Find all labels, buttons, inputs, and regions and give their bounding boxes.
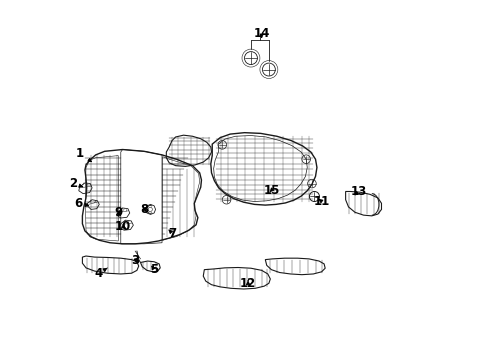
Text: 6: 6: [74, 197, 88, 210]
Text: 11: 11: [313, 195, 329, 208]
Text: 8: 8: [141, 203, 149, 216]
Text: 4: 4: [94, 267, 107, 280]
Text: 3: 3: [131, 254, 139, 267]
Text: 7: 7: [168, 226, 176, 239]
Text: 10: 10: [115, 220, 131, 233]
Text: 5: 5: [150, 263, 158, 276]
Text: 14: 14: [253, 27, 269, 40]
Text: 1: 1: [75, 147, 91, 162]
Text: 9: 9: [114, 207, 122, 220]
Text: 13: 13: [350, 185, 366, 198]
Text: 15: 15: [263, 184, 279, 197]
Text: 12: 12: [240, 277, 256, 290]
Text: 2: 2: [69, 177, 82, 190]
